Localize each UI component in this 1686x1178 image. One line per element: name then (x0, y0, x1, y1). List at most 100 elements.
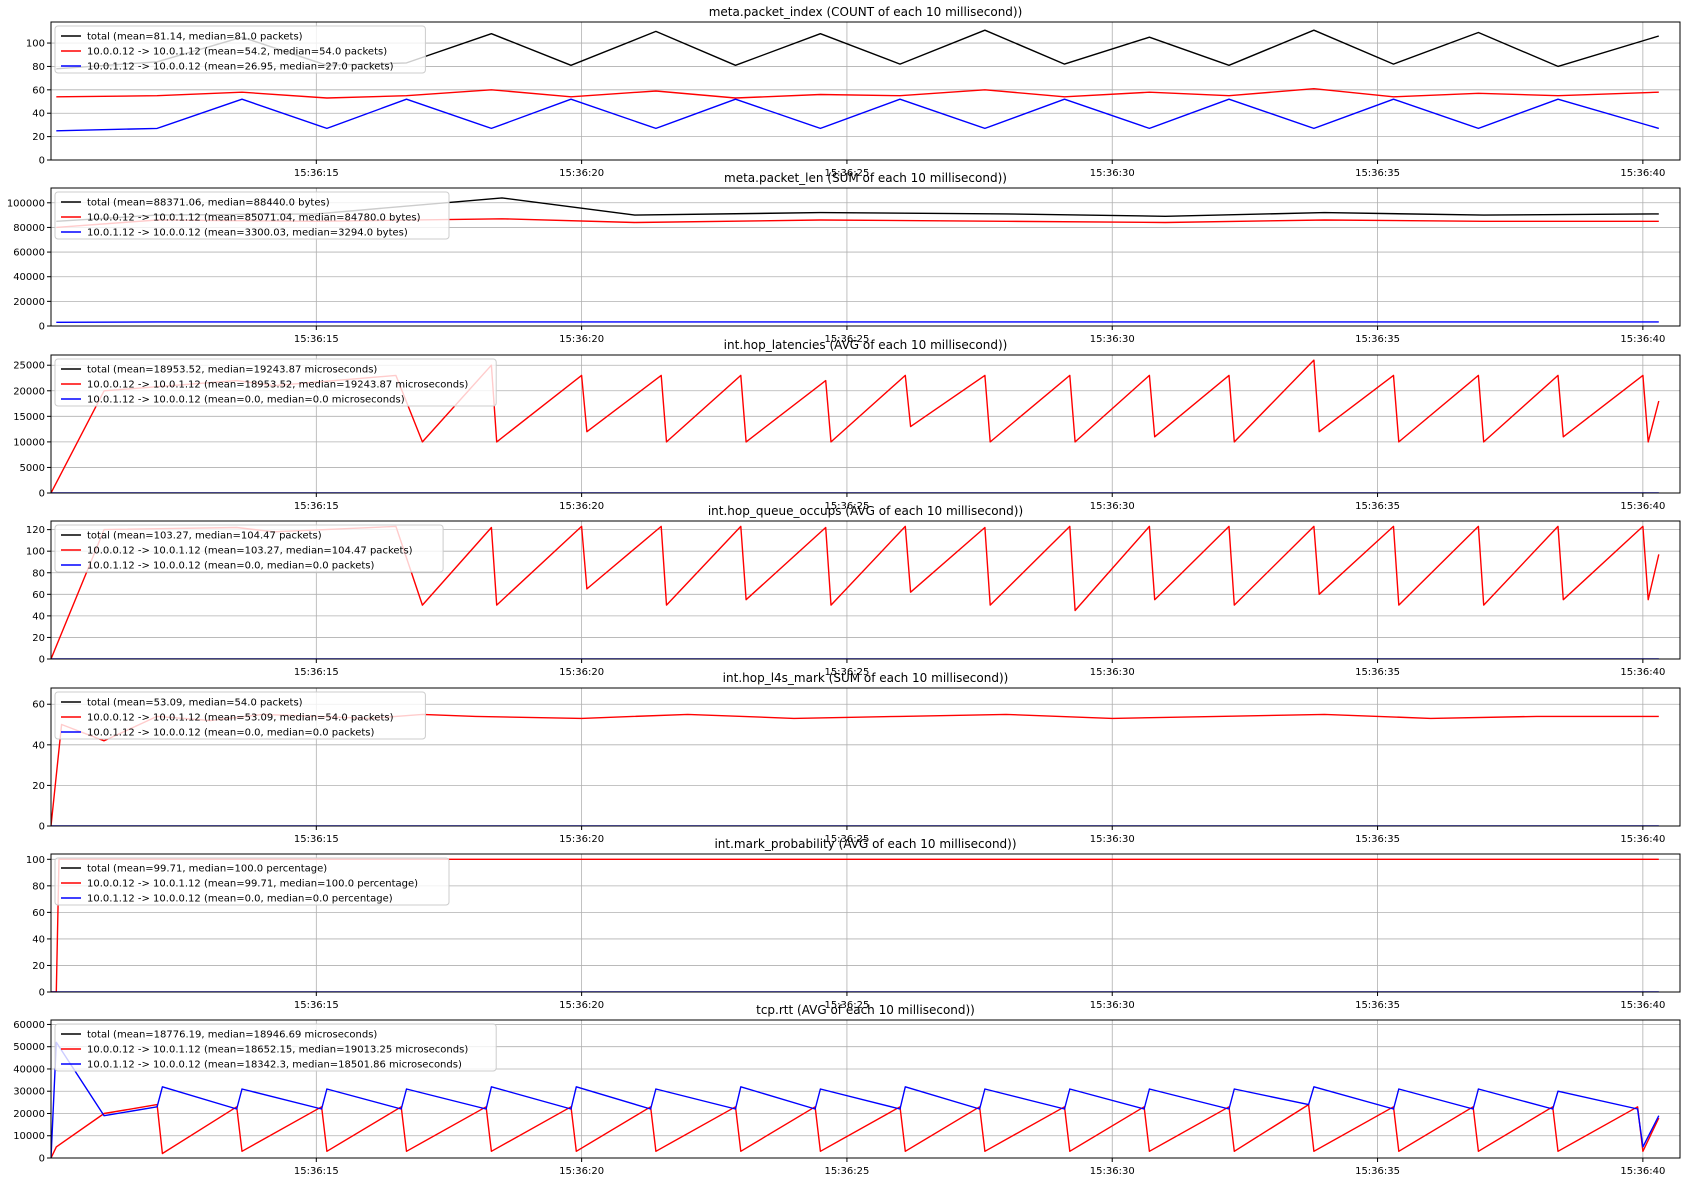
legend-entry: 10.0.1.12 -> 10.0.0.12 (mean=26.95, medi… (87, 62, 394, 73)
x-tick-label: 15:36:35 (1355, 501, 1400, 512)
x-tick-label: 15:36:20 (559, 168, 604, 179)
series-line-3 (56, 98, 1659, 132)
legend-entry: total (mean=53.09, median=54.0 packets) (87, 698, 303, 709)
y-tick-label: 0 (39, 489, 45, 500)
x-tick-label: 15:36:35 (1355, 834, 1400, 845)
x-tick-label: 15:36:25 (824, 334, 869, 345)
y-tick-label: 60 (32, 700, 45, 711)
y-tick-label: 60000 (13, 1020, 45, 1031)
plot-title: meta.packet_index (COUNT of each 10 mill… (709, 5, 1023, 19)
series-line-2 (51, 525, 1660, 659)
legend: total (mean=99.71, median=100.0 percenta… (54, 857, 450, 906)
x-tick-label: 15:36:25 (824, 168, 869, 179)
legend-entry: 10.0.1.12 -> 10.0.0.12 (mean=0.0, median… (87, 894, 393, 905)
y-tick-label: 60 (32, 908, 45, 919)
legend-entry: 10.0.0.12 -> 10.0.1.12 (mean=99.71, medi… (87, 879, 418, 890)
legend-entry: 10.0.0.12 -> 10.0.1.12 (mean=54.2, media… (87, 47, 387, 58)
y-tick-label: 40000 (13, 272, 45, 283)
y-tick-label: 80000 (13, 223, 45, 234)
plot-title: int.mark_probability (AVG of each 10 mil… (714, 837, 1016, 851)
axes-frame (50, 853, 1681, 993)
y-tick-label: 40 (32, 934, 45, 945)
axes-frame (50, 1019, 1681, 1159)
x-tick-label: 15:36:15 (294, 1000, 339, 1011)
y-tick-label: 20 (32, 633, 45, 644)
y-tick-label: 40 (32, 109, 45, 120)
x-tick-label: 15:36:30 (1090, 834, 1135, 845)
x-tick-label: 15:36:40 (1620, 667, 1665, 678)
series-line-2 (56, 87, 1659, 99)
x-tick-label: 15:36:35 (1355, 667, 1400, 678)
subplot-2: meta.packet_len (SUM of each 10 millisec… (7, 171, 1681, 345)
series-line-3 (51, 1041, 1660, 1158)
x-tick-label: 15:36:20 (559, 1166, 604, 1177)
subplot-1: meta.packet_index (COUNT of each 10 mill… (26, 5, 1681, 179)
plot-title: int.hop_queue_occups (AVG of each 10 mil… (708, 504, 1023, 518)
y-tick-label: 20 (32, 132, 45, 143)
y-tick-label: 100 (26, 855, 45, 866)
legend-entry: 10.0.1.12 -> 10.0.0.12 (mean=18342.3, me… (87, 1060, 462, 1071)
legend-box (54, 25, 426, 74)
plot-title: tcp.rtt (AVG of each 10 millisecond)) (756, 1003, 975, 1017)
x-tick-label: 15:36:15 (294, 1166, 339, 1177)
x-tick-label: 15:36:40 (1620, 1000, 1665, 1011)
subplot-6: int.mark_probability (AVG of each 10 mil… (26, 837, 1681, 1011)
x-tick-label: 15:36:35 (1355, 334, 1400, 345)
legend-entry: total (mean=88371.06, median=88440.0 byt… (87, 198, 330, 209)
x-tick-label: 15:36:40 (1620, 834, 1665, 845)
x-tick-label: 15:36:35 (1355, 168, 1400, 179)
y-tick-label: 20 (32, 781, 45, 792)
x-tick-label: 15:36:25 (824, 667, 869, 678)
y-tick-label: 5000 (20, 463, 45, 474)
x-tick-label: 15:36:30 (1090, 1166, 1135, 1177)
y-tick-label: 100 (26, 39, 45, 50)
x-tick-label: 15:36:40 (1620, 334, 1665, 345)
y-tick-label: 20000 (13, 386, 45, 397)
y-tick-label: 80 (32, 62, 45, 73)
x-tick-label: 15:36:40 (1620, 168, 1665, 179)
x-tick-label: 15:36:15 (294, 834, 339, 845)
plot-title: meta.packet_len (SUM of each 10 millisec… (724, 171, 1007, 185)
x-tick-label: 15:36:20 (559, 334, 604, 345)
legend-entry: 10.0.1.12 -> 10.0.0.12 (mean=0.0, median… (87, 395, 405, 406)
x-tick-label: 15:36:15 (294, 334, 339, 345)
x-tick-label: 15:36:40 (1620, 501, 1665, 512)
x-tick-label: 15:36:35 (1355, 1000, 1400, 1011)
legend-entry: total (mean=81.14, median=81.0 packets) (87, 32, 303, 43)
legend-entry: 10.0.0.12 -> 10.0.1.12 (mean=53.09, medi… (87, 713, 394, 724)
plot-title: int.hop_latencies (AVG of each 10 millis… (724, 338, 1008, 352)
y-tick-label: 40 (32, 740, 45, 751)
legend-entry: 10.0.0.12 -> 10.0.1.12 (mean=18953.52, m… (87, 380, 468, 391)
legend-entry: total (mean=18953.52, median=19243.87 mi… (87, 365, 377, 376)
y-tick-label: 60 (32, 85, 45, 96)
y-tick-label: 15000 (13, 412, 45, 423)
x-tick-label: 15:36:40 (1620, 1166, 1665, 1177)
axes-frame (50, 354, 1681, 494)
legend-box (54, 358, 497, 407)
y-tick-label: 120 (26, 525, 45, 536)
x-tick-label: 15:36:20 (559, 501, 604, 512)
legend: total (mean=103.27, median=104.47 packet… (54, 524, 444, 573)
legend: total (mean=81.14, median=81.0 packets) 1… (54, 25, 426, 74)
legend-entry: total (mean=99.71, median=100.0 percenta… (87, 864, 327, 875)
y-tick-label: 40000 (13, 1064, 45, 1075)
axes-frame (50, 520, 1681, 660)
y-tick-label: 20000 (13, 1109, 45, 1120)
x-tick-label: 15:36:35 (1355, 1166, 1400, 1177)
y-tick-label: 10000 (13, 1131, 45, 1142)
x-tick-label: 15:36:25 (824, 1000, 869, 1011)
legend-entry: 10.0.0.12 -> 10.0.1.12 (mean=85071.04, m… (87, 213, 421, 224)
x-tick-label: 15:36:30 (1090, 168, 1135, 179)
plot-title: int.hop_l4s_mark (SUM of each 10 millise… (723, 671, 1009, 685)
legend: total (mean=88371.06, median=88440.0 byt… (54, 191, 450, 240)
x-tick-label: 15:36:20 (559, 1000, 604, 1011)
y-tick-label: 20 (32, 961, 45, 972)
legend: total (mean=53.09, median=54.0 packets) 1… (54, 691, 426, 740)
x-tick-label: 15:36:30 (1090, 501, 1135, 512)
y-tick-label: 10000 (13, 437, 45, 448)
y-tick-label: 0 (39, 156, 45, 167)
legend-entry: 10.0.0.12 -> 10.0.1.12 (mean=103.27, med… (87, 546, 413, 557)
legend-entry: 10.0.1.12 -> 10.0.0.12 (mean=0.0, median… (87, 728, 374, 739)
legend-box (54, 1023, 497, 1072)
